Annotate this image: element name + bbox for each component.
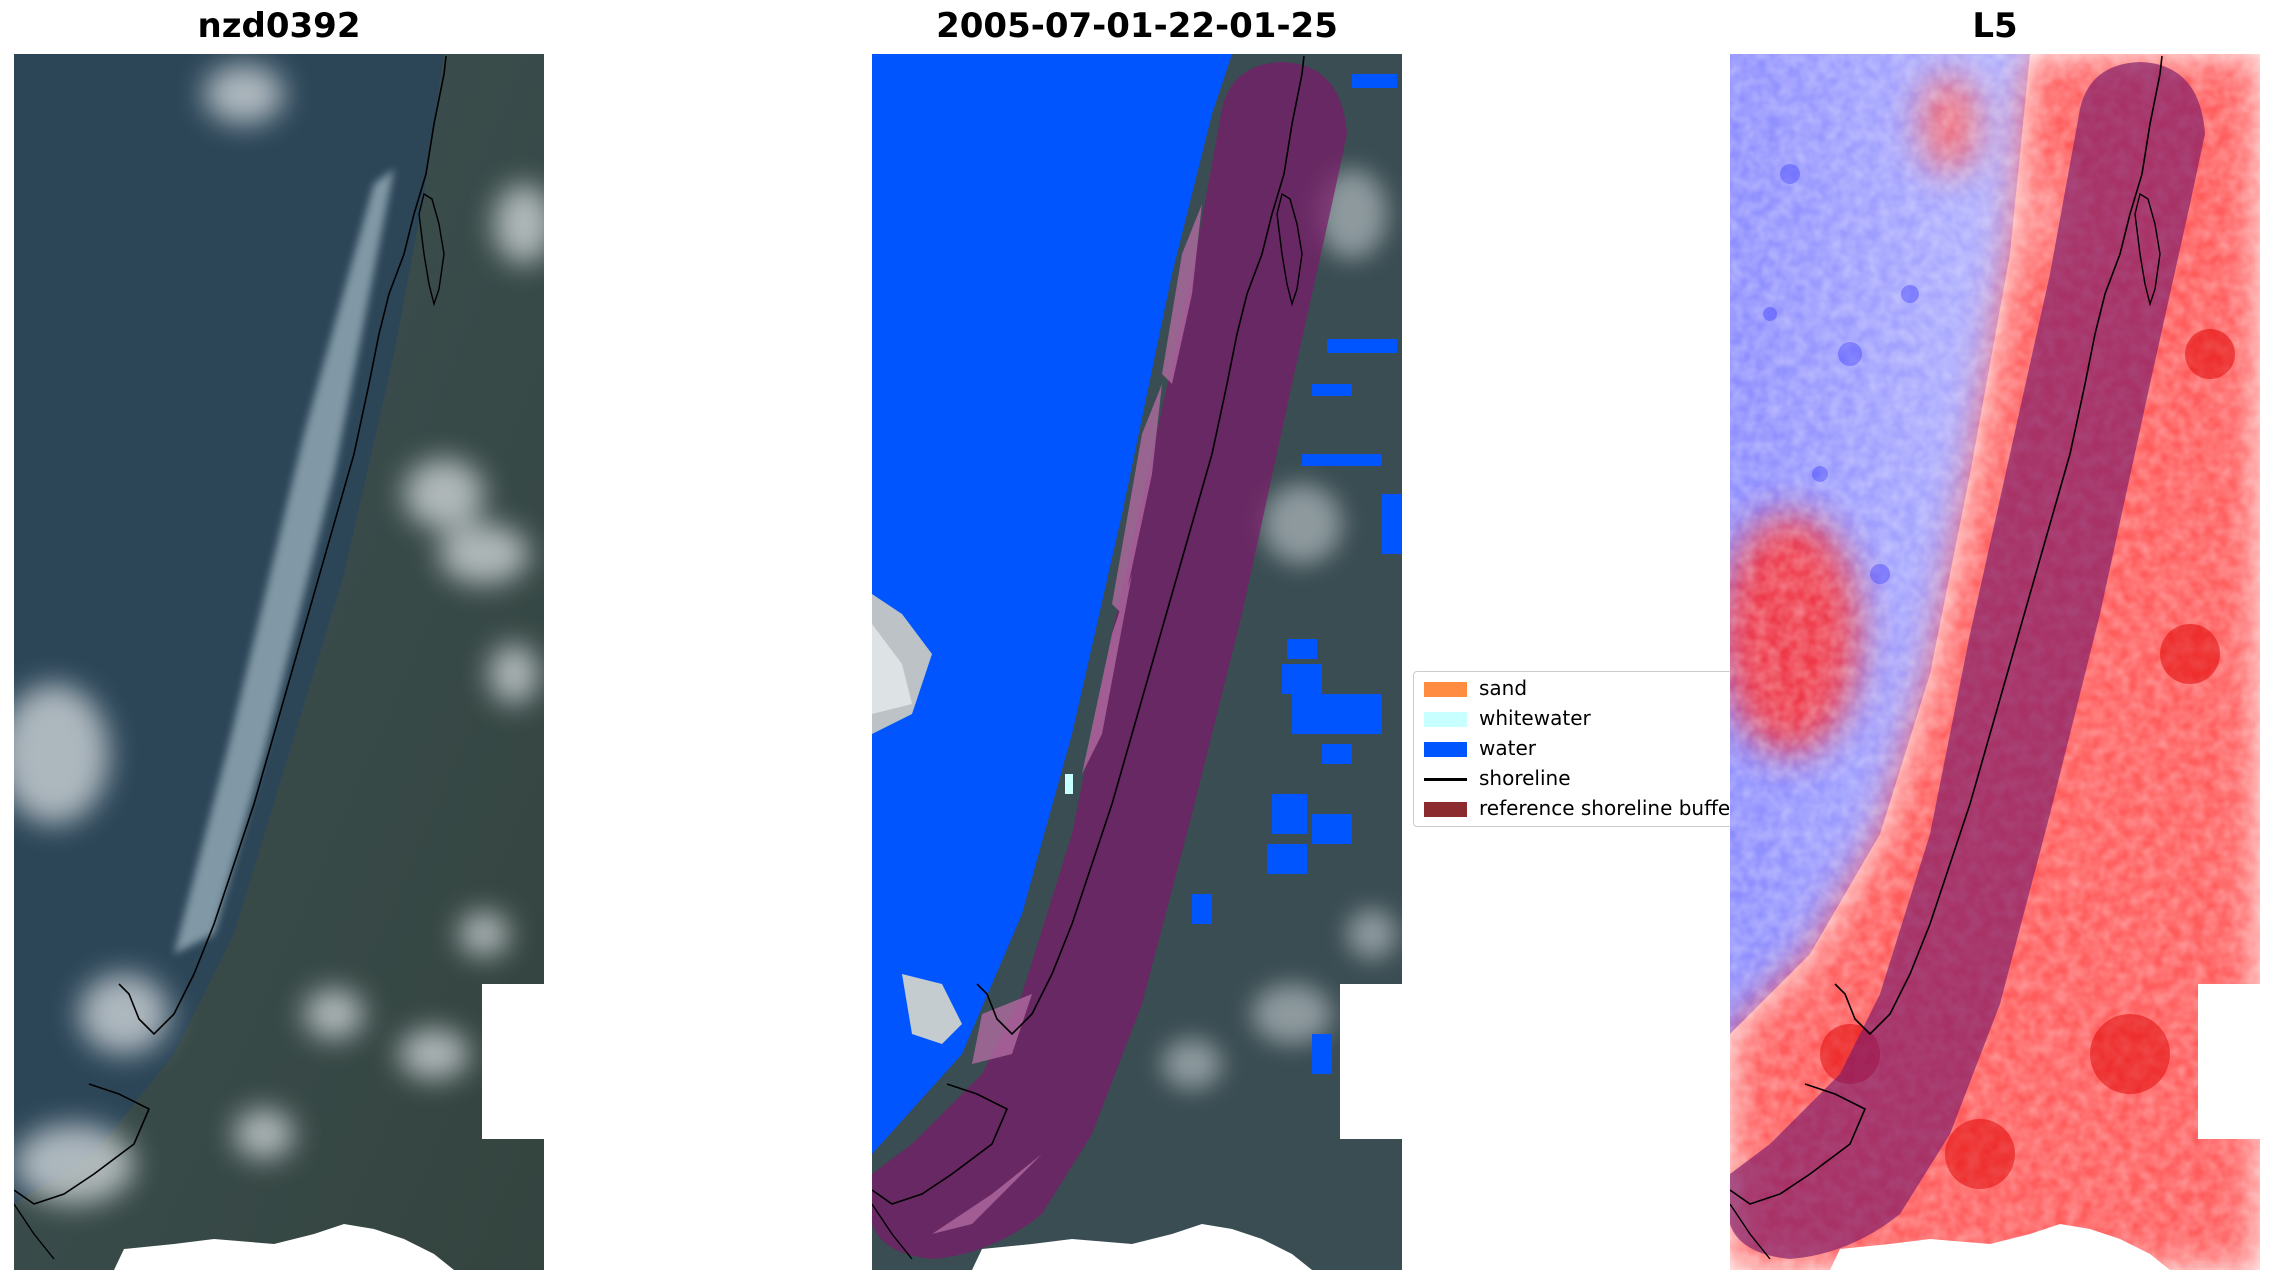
classified-image-panel [872,54,1402,1270]
rgb-satellite-image [14,54,544,1270]
legend-label-shoreline: shoreline [1479,766,1571,790]
index-map [1730,54,2260,1270]
legend-label-reference-buffer: reference shoreline buffer [1479,796,1733,820]
panel-title-date: 2005-07-01-22-01-25 [936,6,1338,46]
legend-item-sand: sand [1414,674,1732,704]
legend-item-reference-buffer: reference shoreline buffer [1414,794,1733,824]
legend-item-water: water [1414,734,1732,764]
classified-map [872,54,1402,1270]
water-swatch [1424,742,1467,757]
reference-buffer-swatch [1424,802,1467,817]
rgb-image-panel [14,54,544,1270]
index-image-panel [1730,54,2260,1270]
legend-label-sand: sand [1479,676,1528,700]
panel-title-satellite: L5 [1972,6,2018,46]
legend-label-water: water [1479,736,1536,760]
shoreline-line-swatch [1424,778,1467,781]
legend: sand whitewater water shoreline referenc… [1413,671,1733,827]
sand-swatch [1424,682,1467,697]
whitewater-swatch [1424,712,1467,727]
panel-title-image-id: nzd0392 [197,6,361,46]
legend-label-whitewater: whitewater [1479,706,1591,730]
legend-item-whitewater: whitewater [1414,704,1732,734]
legend-item-shoreline: shoreline [1414,764,1732,794]
